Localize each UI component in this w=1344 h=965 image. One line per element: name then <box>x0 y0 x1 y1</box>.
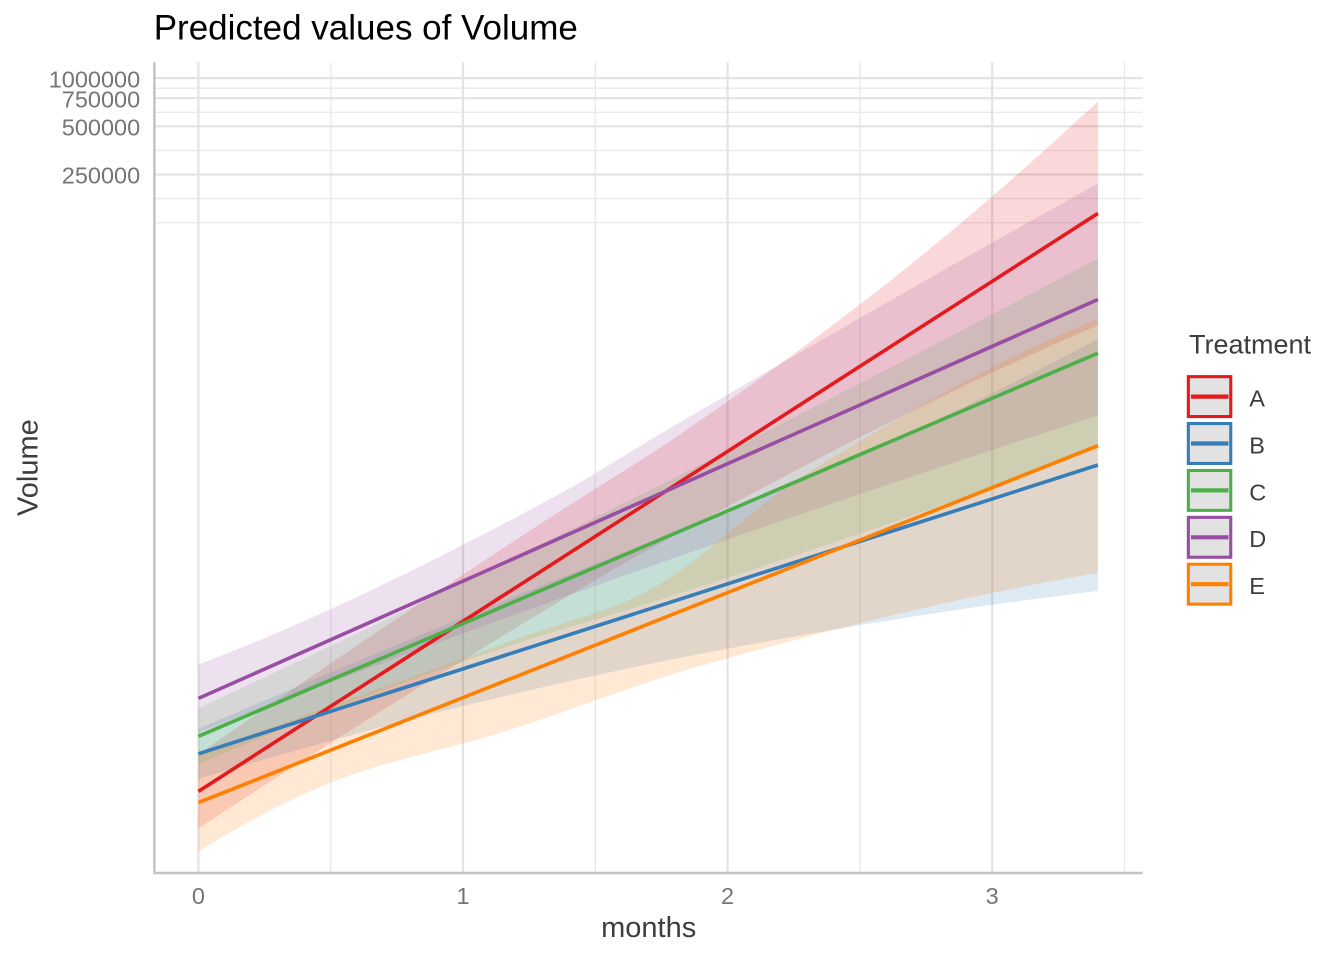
svg-text:months: months <box>601 912 696 944</box>
svg-text:E: E <box>1249 573 1265 599</box>
svg-text:D: D <box>1249 526 1266 552</box>
svg-text:1: 1 <box>456 883 469 909</box>
svg-text:Volume: Volume <box>13 419 45 516</box>
svg-text:1000000: 1000000 <box>49 66 141 92</box>
svg-text:3: 3 <box>986 883 999 909</box>
svg-text:C: C <box>1249 479 1266 505</box>
svg-text:250000: 250000 <box>62 163 140 189</box>
svg-text:Predicted values of Volume: Predicted values of Volume <box>154 9 578 48</box>
svg-text:750000: 750000 <box>62 86 140 112</box>
svg-text:Treatment: Treatment <box>1189 330 1312 360</box>
svg-text:2: 2 <box>721 883 734 909</box>
svg-text:0: 0 <box>192 883 205 909</box>
svg-text:500000: 500000 <box>62 115 140 141</box>
svg-text:A: A <box>1249 386 1265 412</box>
svg-text:B: B <box>1249 432 1265 458</box>
